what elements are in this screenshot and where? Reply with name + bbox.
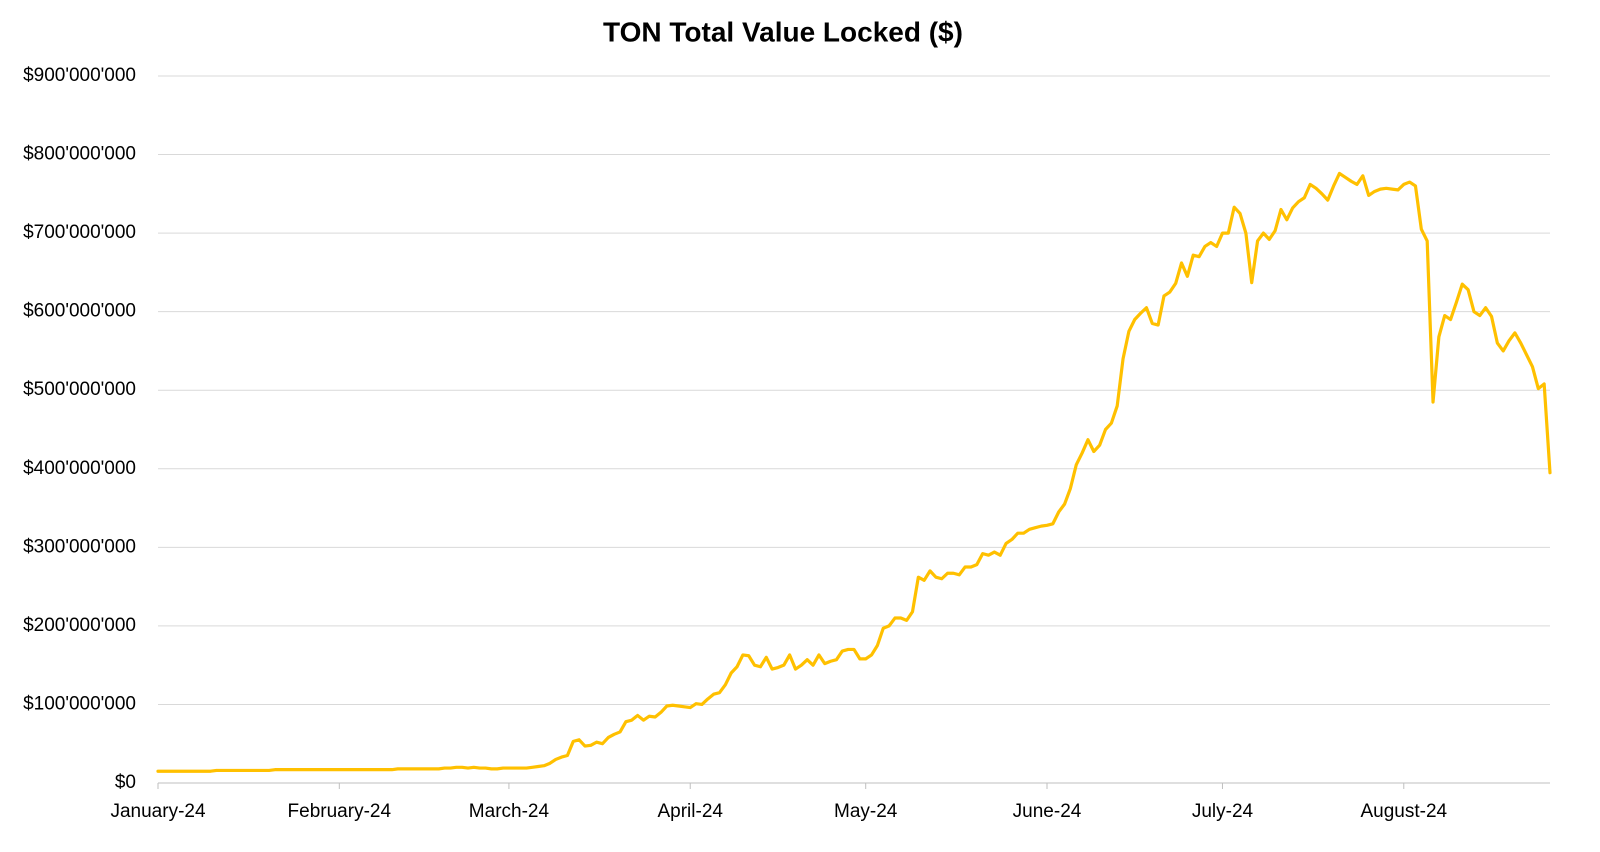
y-tick-label: $100'000'000 <box>23 693 136 714</box>
x-tick-label: July-24 <box>1192 801 1254 822</box>
y-tick-label: $600'000'000 <box>23 301 136 322</box>
y-tick-label: $200'000'000 <box>23 615 136 636</box>
y-tick-label: $700'000'000 <box>23 222 136 243</box>
x-tick-label: March-24 <box>469 801 550 822</box>
line-series <box>156 171 1552 773</box>
y-tick-label: $300'000'000 <box>23 536 136 557</box>
x-tick-label: August-24 <box>1360 801 1447 822</box>
x-tick-label: April-24 <box>657 801 723 822</box>
y-tick-label: $900'000'000 <box>23 65 136 86</box>
y-tick-label: $800'000'000 <box>23 144 136 165</box>
x-tick-label: February-24 <box>288 801 392 822</box>
chart-title: TON Total Value Locked ($) <box>603 16 963 47</box>
x-tick-label: May-24 <box>834 801 898 822</box>
y-tick-label: $500'000'000 <box>23 379 136 400</box>
y-tick-label: $0 <box>115 772 136 793</box>
x-tick-label: January-24 <box>110 801 205 822</box>
x-tick-label: June-24 <box>1013 801 1082 822</box>
y-tick-label: $400'000'000 <box>23 458 136 479</box>
